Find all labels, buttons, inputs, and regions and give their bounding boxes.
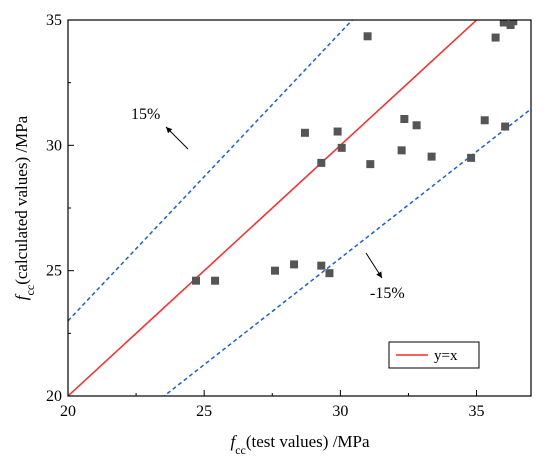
lower-bound-label: -15% bbox=[370, 285, 405, 302]
identity-line bbox=[68, 20, 478, 396]
legend-identity-label: y=x bbox=[434, 348, 458, 364]
x-tick-label: 20 bbox=[60, 403, 76, 420]
x-axis-title: fcc(test values) /MPa bbox=[230, 432, 370, 457]
data-point bbox=[290, 260, 299, 269]
data-point bbox=[501, 122, 510, 131]
data-point bbox=[427, 152, 436, 161]
lower-bound-line bbox=[162, 108, 531, 396]
data-point bbox=[337, 143, 346, 152]
upper-bound-label: 15% bbox=[131, 106, 160, 123]
x-tick-label: 35 bbox=[469, 403, 485, 420]
data-point bbox=[499, 20, 508, 27]
y-axis-title: fcc(calculated values) /MPa bbox=[12, 115, 37, 300]
upper-bound-line bbox=[68, 20, 354, 322]
data-point bbox=[363, 32, 372, 41]
y-tick-label: 35 bbox=[46, 12, 62, 29]
data-point bbox=[400, 115, 409, 124]
y-tick-label: 30 bbox=[46, 137, 62, 154]
y-tick-label: 20 bbox=[46, 388, 62, 405]
data-point bbox=[397, 146, 406, 155]
data-point bbox=[480, 116, 489, 125]
data-point bbox=[211, 276, 220, 285]
data-point bbox=[300, 128, 309, 137]
data-point bbox=[317, 158, 326, 167]
x-tick-label: 30 bbox=[332, 403, 348, 420]
lower-bound-arrow bbox=[365, 252, 383, 279]
data-point bbox=[270, 266, 279, 275]
data-point bbox=[366, 160, 375, 169]
data-point bbox=[325, 269, 334, 278]
data-point bbox=[317, 261, 326, 270]
data-point bbox=[491, 33, 500, 42]
x-tick-label: 25 bbox=[196, 403, 212, 420]
upper-bound-arrow bbox=[165, 126, 189, 150]
data-point bbox=[412, 121, 421, 130]
data-point bbox=[333, 127, 342, 136]
y-tick-label: 25 bbox=[46, 263, 62, 280]
legend: y=x bbox=[388, 341, 480, 369]
data-point bbox=[467, 153, 476, 162]
data-point bbox=[192, 276, 201, 285]
data-point bbox=[509, 20, 518, 26]
